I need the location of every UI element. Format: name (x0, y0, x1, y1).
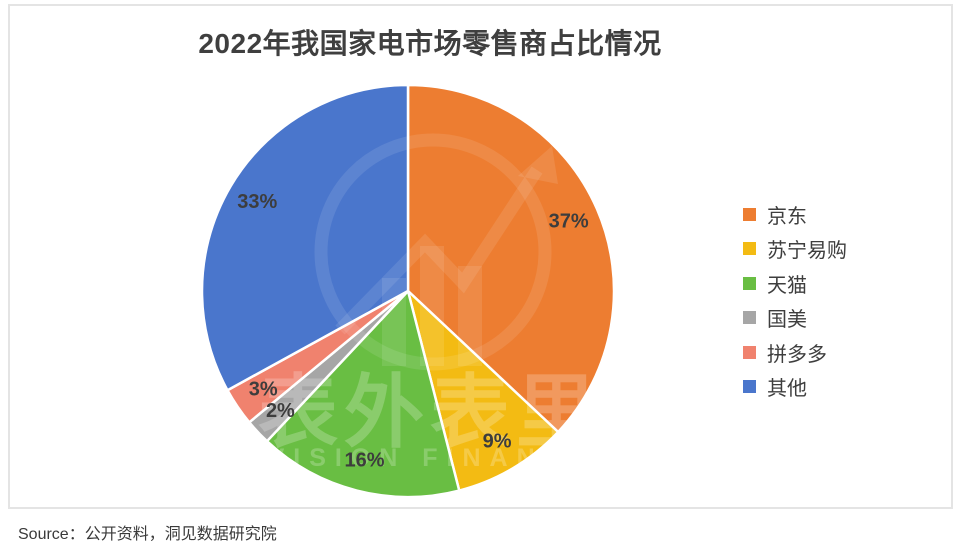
source-prefix: Source： (18, 526, 85, 543)
pie-slice-6 (200, 83, 410, 392)
legend-label: 京东 (767, 205, 807, 228)
watermark: 表外表里 VISION FINANCE (258, 133, 602, 472)
legend-swatch-icon (743, 276, 756, 290)
legend-label: 国美 (767, 309, 807, 332)
pie-slices (200, 83, 616, 499)
source-text: 公开资料，洞见数据研究院 (84, 526, 277, 543)
pie-slice-1 (406, 83, 616, 434)
watermark-bar-icon (458, 266, 482, 366)
legend-swatch-icon (743, 380, 756, 394)
legend-label: 其他 (767, 378, 807, 401)
watermark-bar-icon (420, 246, 444, 366)
legend-swatch-icon (743, 242, 756, 256)
legend-item-5: 拼多多 (743, 335, 847, 370)
pie-slice-3 (265, 289, 461, 499)
pie-label-2: 9% (483, 431, 512, 453)
watermark-arrow-icon (335, 166, 543, 335)
pie-labels: 37% 9% 16% 2%3% 33% (237, 191, 589, 472)
legend-swatch-icon (743, 311, 756, 325)
legend: 京东苏宁易购天猫国美拼多多其他 (743, 197, 847, 404)
legend-item-6: 其他 (743, 370, 847, 405)
pie-label-3: 16% (344, 450, 384, 472)
legend-item-4: 国美 (743, 301, 847, 336)
source-line: Source：公开资料，洞见数据研究院 (18, 520, 277, 544)
pie-label-6: 33% (237, 191, 277, 213)
watermark-bar-icon (382, 278, 406, 366)
legend-label: 天猫 (767, 274, 807, 297)
pie-slice-2 (406, 289, 560, 492)
legend-label: 拼多多 (767, 343, 827, 366)
legend-item-3: 天猫 (743, 266, 847, 301)
legend-swatch-icon (743, 207, 756, 221)
legend-label: 苏宁易购 (767, 240, 847, 263)
pie-label-1: 37% (549, 211, 589, 233)
watermark-arrowhead-icon (518, 146, 558, 184)
pie-label-5: 3% (249, 378, 278, 400)
legend-swatch-icon (743, 345, 756, 359)
legend-item-2: 苏宁易购 (743, 232, 847, 267)
watermark-cn-text: 表外表里 (258, 368, 602, 457)
watermark-en-text: VISION FINANCE (268, 444, 597, 472)
pie-label-4: 2% (266, 400, 295, 422)
chart-title: 2022年我国家电市场零售商占比情况 (198, 28, 662, 59)
watermark-circle-icon (314, 133, 552, 371)
legend-item-1: 京东 (743, 197, 847, 232)
